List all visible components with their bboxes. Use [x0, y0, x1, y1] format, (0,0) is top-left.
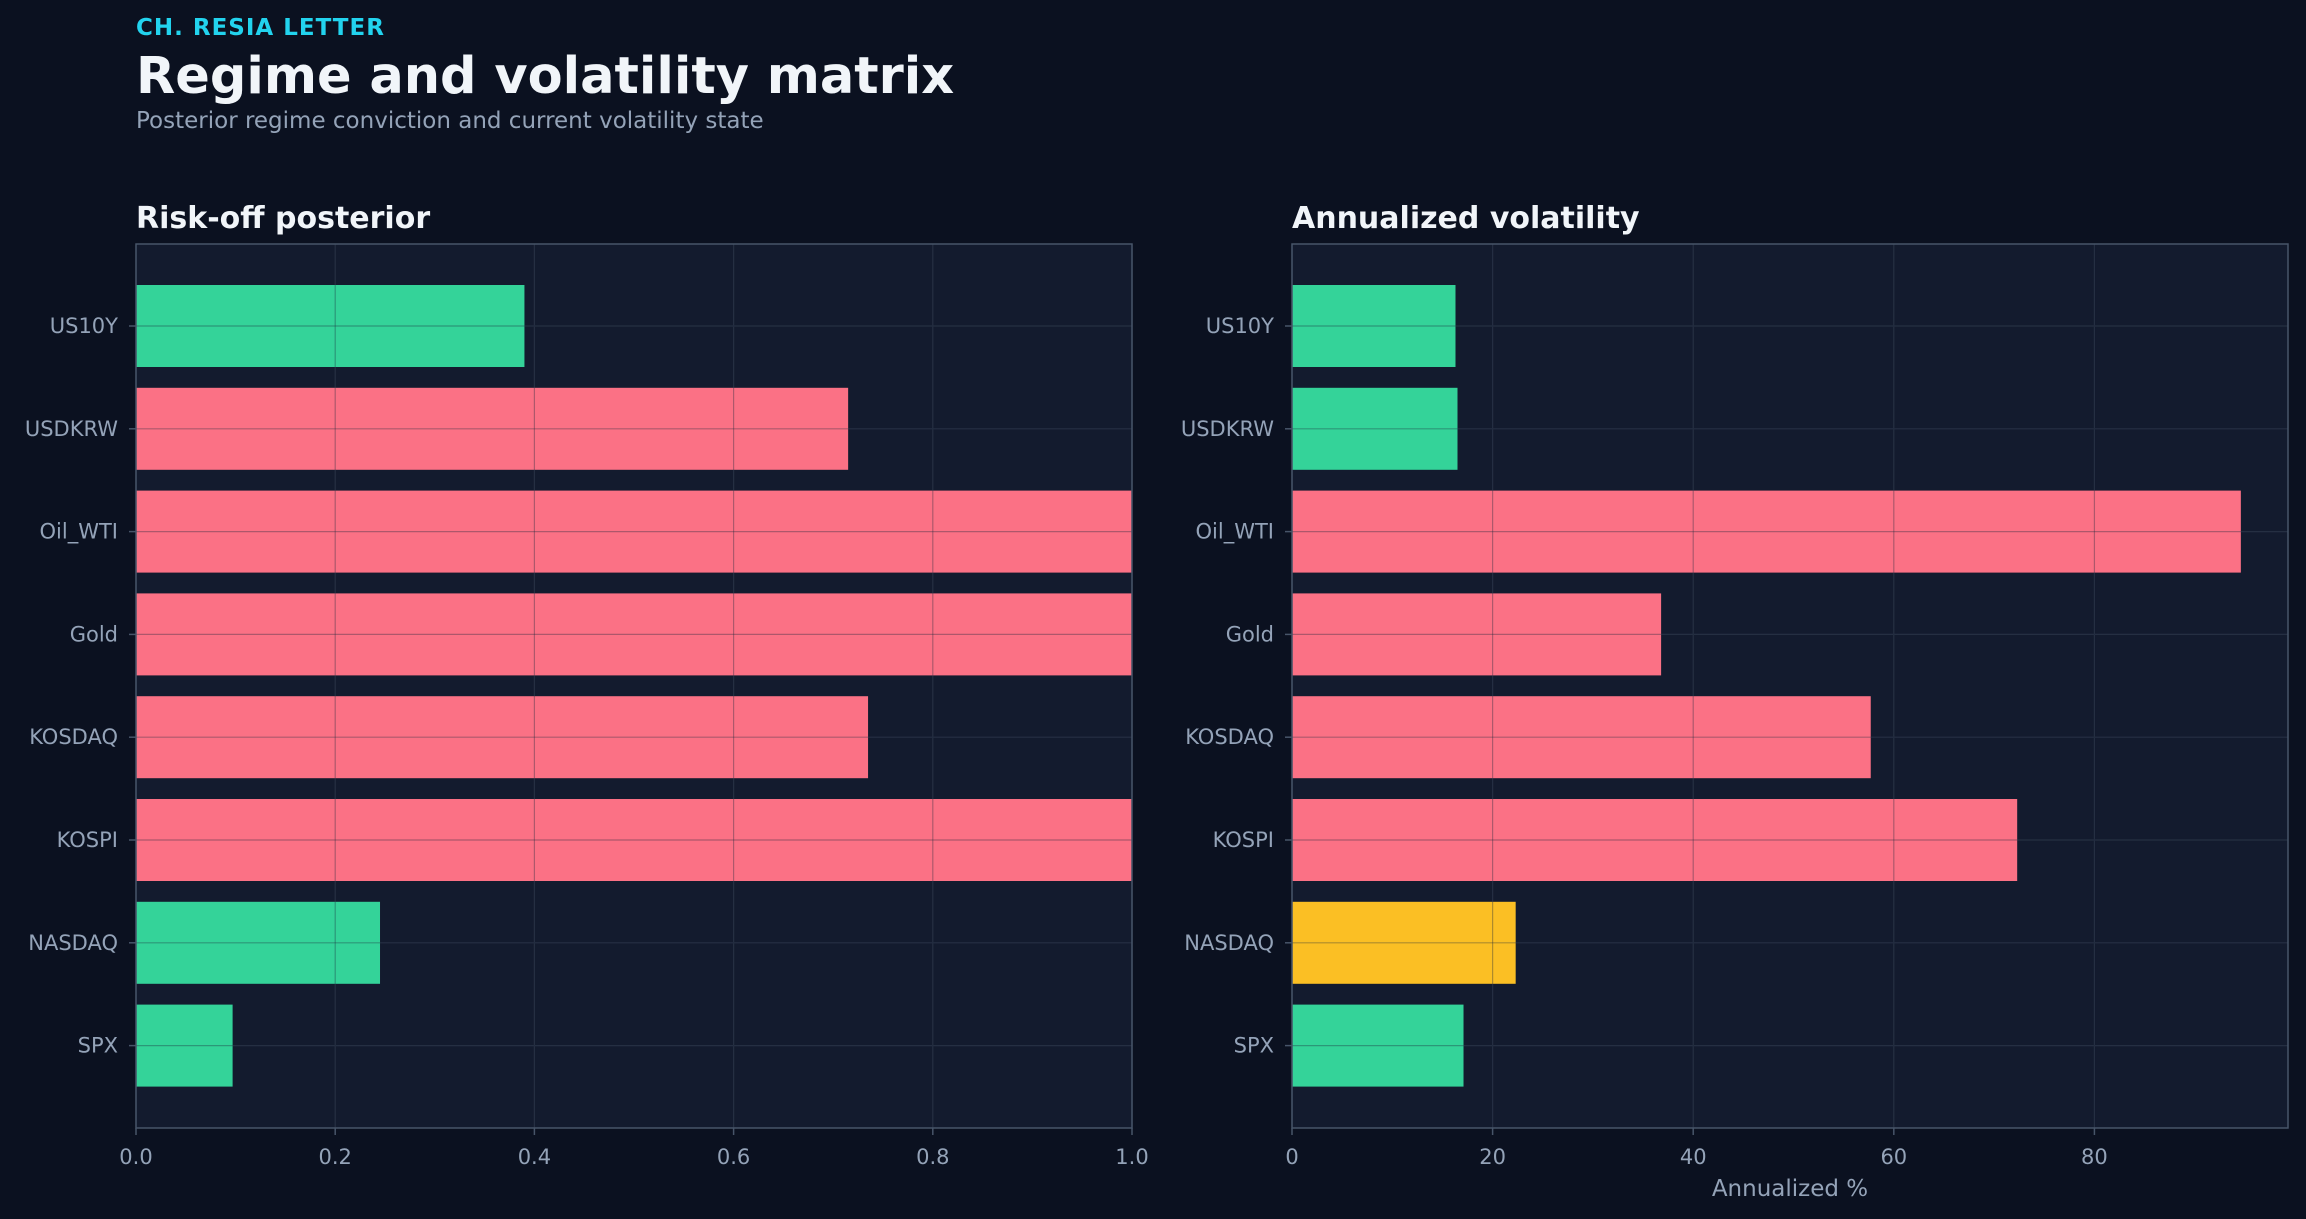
- bar-kospi: [136, 799, 1132, 881]
- y-tick-label: SPX: [1234, 1034, 1274, 1058]
- bar-usdkrw: [136, 387, 849, 470]
- bar-usdkrw: [1292, 387, 1458, 470]
- y-tick-label: USDKRW: [25, 417, 118, 441]
- y-tick-label: Oil_WTI: [40, 520, 118, 545]
- x-tick-label: 0.8: [916, 1145, 949, 1169]
- y-tick-label: Gold: [1226, 622, 1274, 646]
- bar-oil-wti: [136, 490, 1132, 573]
- y-tick-label: US10Y: [1206, 314, 1274, 338]
- bar-oil-wti: [1292, 490, 2241, 573]
- y-tick-label: NASDAQ: [1184, 931, 1274, 955]
- chart-title-annualized-volatility: Annualized volatility: [1292, 201, 1640, 236]
- page-subtitle: Posterior regime conviction and current …: [136, 108, 764, 134]
- x-tick-label: 0.2: [318, 1145, 351, 1169]
- bar-us10y: [1292, 285, 1456, 367]
- y-tick-label: USDKRW: [1181, 417, 1274, 441]
- bar-kosdaq: [136, 696, 869, 779]
- x-tick-label: 0.4: [518, 1145, 551, 1169]
- y-tick-label: KOSPI: [57, 828, 118, 852]
- plot-frame-risk-off: [135, 243, 1133, 1129]
- x-tick-label: 0: [1285, 1145, 1298, 1169]
- plot-area-risk-off: [136, 244, 1132, 1128]
- bar-spx: [1292, 1004, 1464, 1087]
- x-tick-label: 0.6: [717, 1145, 750, 1169]
- y-tick-label: Gold: [70, 622, 118, 646]
- bar-nasdaq: [1292, 901, 1516, 984]
- y-tick-label: KOSDAQ: [1185, 725, 1274, 749]
- x-tick-label: 20: [1479, 1145, 1506, 1169]
- y-tick-label: US10Y: [50, 314, 118, 338]
- page-title: Regime and volatility matrix: [136, 47, 955, 106]
- page-header: CH. RESIA LETTER Regime and volatility m…: [136, 14, 954, 135]
- x-tick-label: 60: [1880, 1145, 1907, 1169]
- y-tick-label: NASDAQ: [28, 931, 118, 955]
- chart-title-risk-off-posterior: Risk-off posterior: [136, 201, 431, 236]
- y-tick-label: Oil_WTI: [1196, 520, 1274, 545]
- y-tick-label: SPX: [78, 1034, 118, 1058]
- x-tick-label: 80: [2081, 1145, 2108, 1169]
- bar-spx: [136, 1004, 233, 1087]
- plot-area-volatility: [1292, 244, 2288, 1128]
- x-tick-label: 1.0: [1115, 1145, 1148, 1169]
- page-kicker: CH. RESIA LETTER: [136, 15, 385, 41]
- bar-kosdaq: [1292, 696, 1871, 779]
- bar-us10y: [136, 285, 525, 367]
- x-tick-label: 40: [1680, 1145, 1707, 1169]
- plot-frame-volatility: [1291, 243, 2289, 1129]
- x-axis-label: Annualized %: [1712, 1176, 1868, 1202]
- y-tick-label: KOSPI: [1213, 828, 1274, 852]
- bar-gold: [1292, 593, 1662, 676]
- x-tick-label: 0.0: [119, 1145, 152, 1169]
- bar-kospi: [1292, 799, 2018, 881]
- y-tick-label: KOSDAQ: [29, 725, 118, 749]
- bar-nasdaq: [136, 901, 381, 984]
- bar-gold: [136, 593, 1132, 676]
